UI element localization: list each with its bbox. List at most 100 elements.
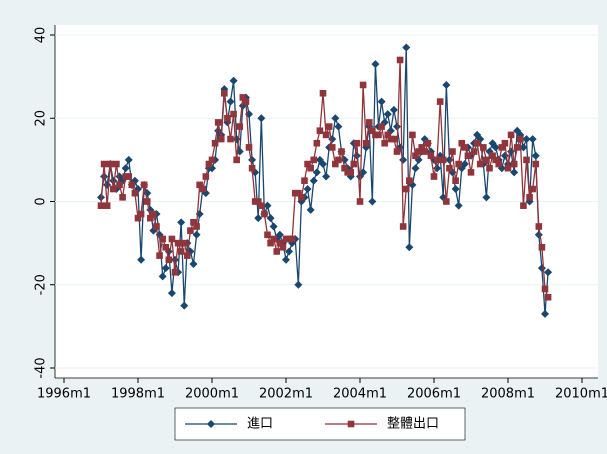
marker <box>100 160 108 168</box>
marker <box>309 176 318 185</box>
marker <box>393 148 401 155</box>
marker <box>365 119 373 126</box>
marker <box>303 185 312 194</box>
marker <box>467 169 475 176</box>
marker <box>189 259 198 268</box>
marker <box>236 123 244 130</box>
marker <box>239 94 247 101</box>
x-tick-label: 2010m1 <box>555 387 607 402</box>
marker <box>541 309 549 318</box>
marker <box>137 255 146 264</box>
legend-label: 整體出口 <box>387 417 439 432</box>
marker <box>402 43 411 52</box>
marker <box>263 201 272 210</box>
marker <box>411 164 420 173</box>
marker <box>119 194 126 201</box>
marker <box>538 243 546 251</box>
marker <box>248 164 256 172</box>
marker <box>316 127 324 135</box>
marker <box>489 152 496 160</box>
marker <box>143 198 151 205</box>
marker <box>495 160 503 168</box>
marker <box>526 194 533 201</box>
marker <box>254 198 262 205</box>
marker <box>242 98 250 105</box>
marker <box>180 239 188 247</box>
marker <box>492 156 499 164</box>
series-line <box>100 59 549 298</box>
marker <box>312 168 321 177</box>
marker <box>369 127 376 135</box>
marker <box>443 198 450 205</box>
marker <box>338 148 345 155</box>
marker <box>322 172 331 181</box>
marker <box>190 219 197 226</box>
marker <box>313 139 321 147</box>
marker <box>254 214 263 223</box>
x-tick-label: 1996m1 <box>37 387 91 402</box>
marker <box>528 135 537 144</box>
y-tick-label: 0 <box>34 197 49 205</box>
x-tick-label: 2002m1 <box>259 387 313 402</box>
marker <box>350 160 358 168</box>
marker <box>399 223 407 230</box>
marker <box>544 293 552 301</box>
marker <box>162 243 170 251</box>
marker <box>167 289 176 298</box>
marker <box>229 76 238 85</box>
marker <box>230 110 237 118</box>
marker <box>319 89 327 97</box>
marker <box>294 280 303 289</box>
marker <box>275 230 284 239</box>
y-tick-label: -40 <box>34 357 49 378</box>
marker <box>301 177 308 184</box>
marker <box>517 135 524 143</box>
marker <box>483 156 490 164</box>
marker <box>384 131 392 139</box>
marker <box>106 160 114 168</box>
marker <box>409 131 416 139</box>
marker <box>177 218 186 227</box>
marker <box>124 155 133 164</box>
marker <box>285 247 294 256</box>
marker <box>405 243 414 252</box>
marker <box>103 202 111 209</box>
marker <box>529 185 536 193</box>
marker <box>295 189 302 197</box>
marker <box>211 139 219 147</box>
marker <box>158 272 167 281</box>
marker <box>319 160 327 169</box>
marker <box>306 205 315 214</box>
marker <box>399 155 408 164</box>
marker <box>347 169 355 176</box>
marker <box>270 235 277 243</box>
marker <box>480 144 487 151</box>
marker <box>449 148 456 155</box>
marker <box>433 156 441 164</box>
marker <box>383 110 392 119</box>
marker <box>442 80 451 89</box>
marker <box>116 181 123 189</box>
marker <box>100 172 109 181</box>
marker <box>192 230 201 239</box>
marker <box>396 56 404 64</box>
marker <box>227 135 234 143</box>
marker <box>406 177 413 184</box>
x-tick-label: 2008m1 <box>481 387 535 402</box>
marker <box>427 152 435 160</box>
marker <box>307 164 314 172</box>
marker <box>224 114 231 122</box>
marker <box>455 160 462 168</box>
marker <box>522 135 531 144</box>
y-tick-label: 20 <box>34 110 49 127</box>
marker <box>541 285 549 293</box>
marker <box>415 148 422 155</box>
marker <box>137 210 145 218</box>
marker <box>257 114 266 123</box>
marker <box>214 119 222 126</box>
marker <box>174 239 182 247</box>
marker <box>460 160 469 169</box>
marker <box>353 139 361 147</box>
marker <box>452 177 459 184</box>
